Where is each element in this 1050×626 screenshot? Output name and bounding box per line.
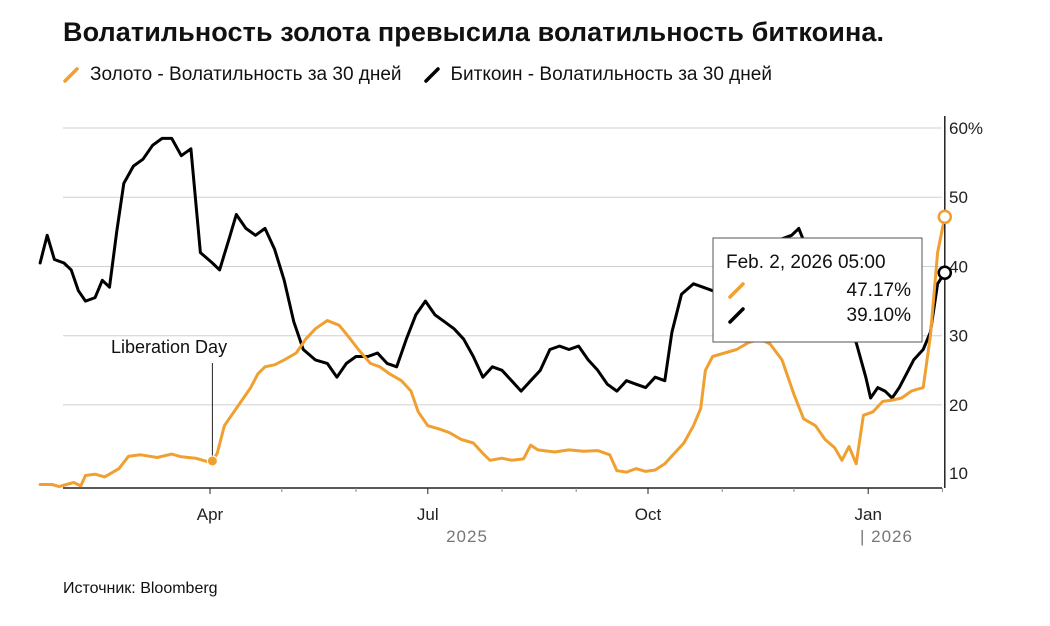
tooltip-gold-value: 47.17% <box>847 280 912 301</box>
tooltip-box <box>712 237 923 343</box>
tooltip-date: Feb. 2, 2026 05:00 <box>726 252 886 273</box>
tooltip-btc-value: 39.10% <box>847 305 912 326</box>
legend-item-btc[interactable]: Биткоин - Волатильность за 30 дней <box>423 64 772 86</box>
year-label-2026: | 2026 <box>860 527 913 546</box>
chart-title: Волатильность золота превысила волатильн… <box>63 17 885 47</box>
tooltip-btc-swatch-icon <box>728 307 745 324</box>
x-axis: Apr Jul Oct Jan 2025 | 2026 <box>197 488 943 546</box>
cursor-dot-btc <box>937 265 953 280</box>
y-tick-label-40: 40 <box>949 257 968 276</box>
legend-label-btc: Биткоин - Волатильность за 30 дней <box>450 64 772 85</box>
tooltip-gold-swatch-icon <box>728 282 745 299</box>
year-label-2025: 2025 <box>446 527 488 546</box>
y-tick-label-50: 50 <box>949 188 968 207</box>
legend-item-gold[interactable]: Золото - Волатильность за 30 дней <box>63 64 402 86</box>
annotation-layer: Liberation Day <box>111 337 227 467</box>
legend-swatch-gold-icon <box>63 67 79 83</box>
annotation-marker-liberation-day <box>206 455 218 467</box>
y-axis: 10 20 30 40 50 60% <box>949 119 983 483</box>
x-tick-label-oct: Oct <box>635 505 662 524</box>
legend-label-gold: Золото - Волатильность за 30 дней <box>90 64 402 85</box>
chart-legend: Золото - Волатильность за 30 дней Биткои… <box>63 62 794 88</box>
x-tick-label-jul: Jul <box>417 505 439 524</box>
x-tick-label-jan: Jan <box>854 505 881 524</box>
y-tick-label-10: 10 <box>949 464 968 483</box>
source-note: Источник: Bloomberg <box>63 580 218 597</box>
hover-cursor <box>937 116 953 488</box>
y-tick-label-30: 30 <box>949 327 968 346</box>
legend-swatch-btc-icon <box>423 67 440 83</box>
y-tick-label-20: 20 <box>949 396 968 415</box>
y-tick-label-60: 60% <box>949 119 983 138</box>
annotation-label-liberation-day: Liberation Day <box>111 337 227 357</box>
chart-tooltip: Feb. 2, 2026 05:00 47.17% 39.10% <box>712 237 923 343</box>
cursor-dot-gold <box>937 209 953 225</box>
x-tick-label-apr: Apr <box>197 505 224 524</box>
